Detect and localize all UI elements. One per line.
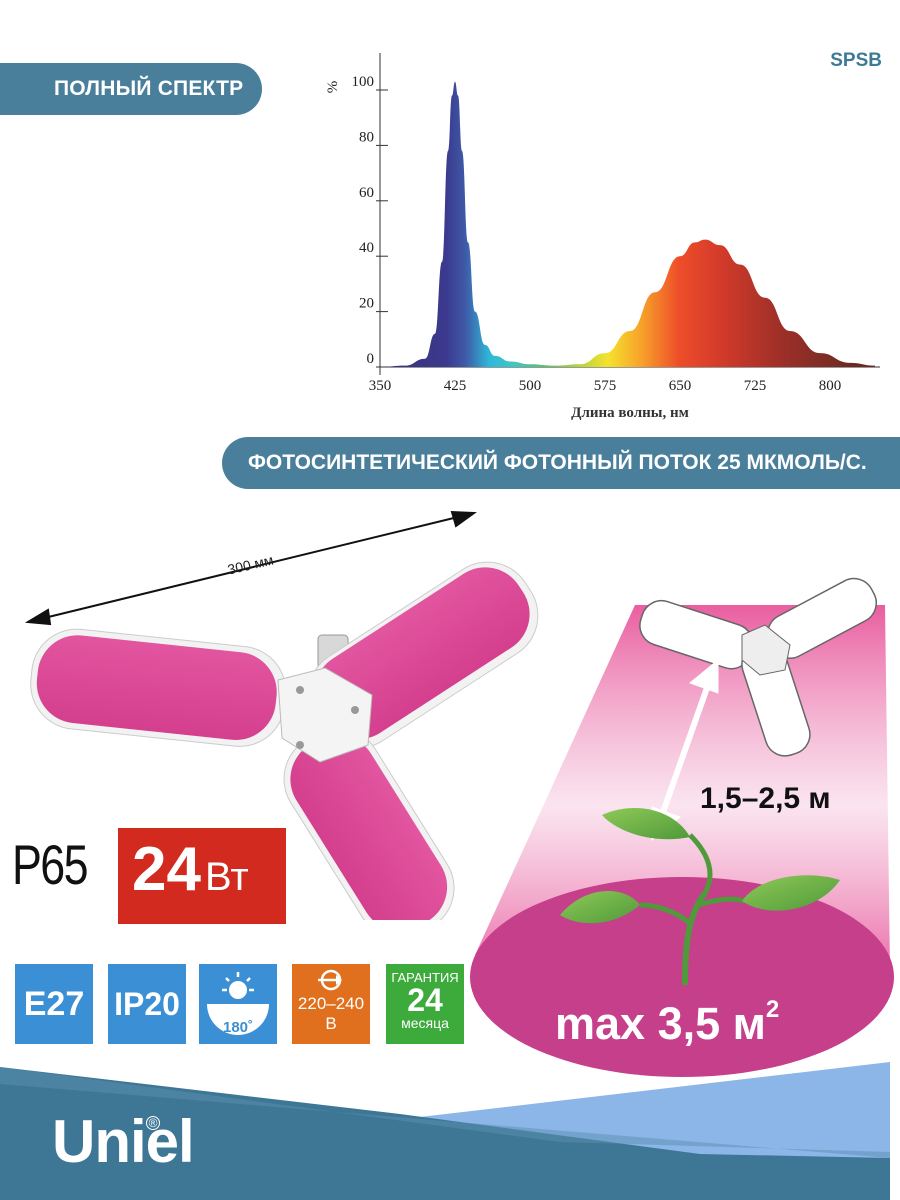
x-tick-label: 800 <box>819 378 842 394</box>
area-label: max 3,5 м2 <box>555 996 780 1049</box>
x-tick-label: 725 <box>744 378 767 394</box>
y-tick-label: 100 <box>352 74 375 90</box>
plug-icon <box>318 969 342 991</box>
warranty-unit: месяца <box>401 1015 449 1031</box>
y-axis-label: % <box>325 81 341 94</box>
voltage-range: 220–240 <box>297 994 365 1013</box>
model-label: P65 <box>12 833 89 896</box>
ip-badge: IP20 <box>108 964 186 1044</box>
power-value: 24 <box>132 835 201 904</box>
x-tick-label: 425 <box>444 378 467 394</box>
x-tick-label: 575 <box>594 378 617 394</box>
y-tick-label: 60 <box>359 185 374 201</box>
voltage-badge: 220–240 В <box>292 964 370 1044</box>
footer-band <box>0 1062 890 1200</box>
y-tick-label: 80 <box>359 129 374 145</box>
coverage-illustration <box>470 577 894 1077</box>
brand-logo: Uniel <box>52 1108 195 1175</box>
spectrum-chart: 350 425 500 575 650 725 800 0 20 40 60 80 100 % Длин… <box>325 53 880 421</box>
socket-badge: E27 <box>15 964 93 1044</box>
voltage-unit: В <box>325 1014 337 1033</box>
x-tick-label: 350 <box>369 378 392 394</box>
beam-angle-value: 180˚ <box>222 1019 254 1036</box>
sku-label: SPSB <box>830 50 882 71</box>
x-axis-label: Длина волны, нм <box>571 405 689 421</box>
coverage-area <box>470 877 894 1077</box>
power-unit: Вт <box>204 855 249 899</box>
x-tick-label: 500 <box>519 378 542 394</box>
registered-mark: ® <box>146 1116 160 1130</box>
warranty-badge: ГАРАНТИЯ 24 месяца <box>386 964 464 1044</box>
photon-flux-ribbon: ФОТОСИНТЕТИЧЕСКИЙ ФОТОННЫЙ ПОТОК 25 МКМО… <box>222 437 900 489</box>
lamp-illustration <box>24 510 539 920</box>
plant-icon <box>560 808 840 986</box>
x-tick-label: 650 <box>669 378 692 394</box>
width-dimension-arrow <box>24 510 477 626</box>
hanging-lamp <box>639 577 878 757</box>
sun-icon <box>207 972 269 1035</box>
y-tick-label: 20 <box>359 296 374 312</box>
beam-angle-badge: 180˚ <box>199 964 277 1044</box>
spectrum-ribbon: ПОЛНЫЙ СПЕКТР <box>0 63 262 115</box>
power-badge: 24 Вт <box>118 828 286 924</box>
height-label: 1,5–2,5 м <box>700 782 831 815</box>
spectrum-series-area <box>380 81 875 367</box>
y-tick-label: 0 <box>367 351 375 367</box>
warranty-value: 24 <box>407 982 443 1018</box>
warranty-title: ГАРАНТИЯ <box>391 970 459 985</box>
y-tick-label: 40 <box>359 240 374 256</box>
lamp-blade-left <box>30 628 287 747</box>
